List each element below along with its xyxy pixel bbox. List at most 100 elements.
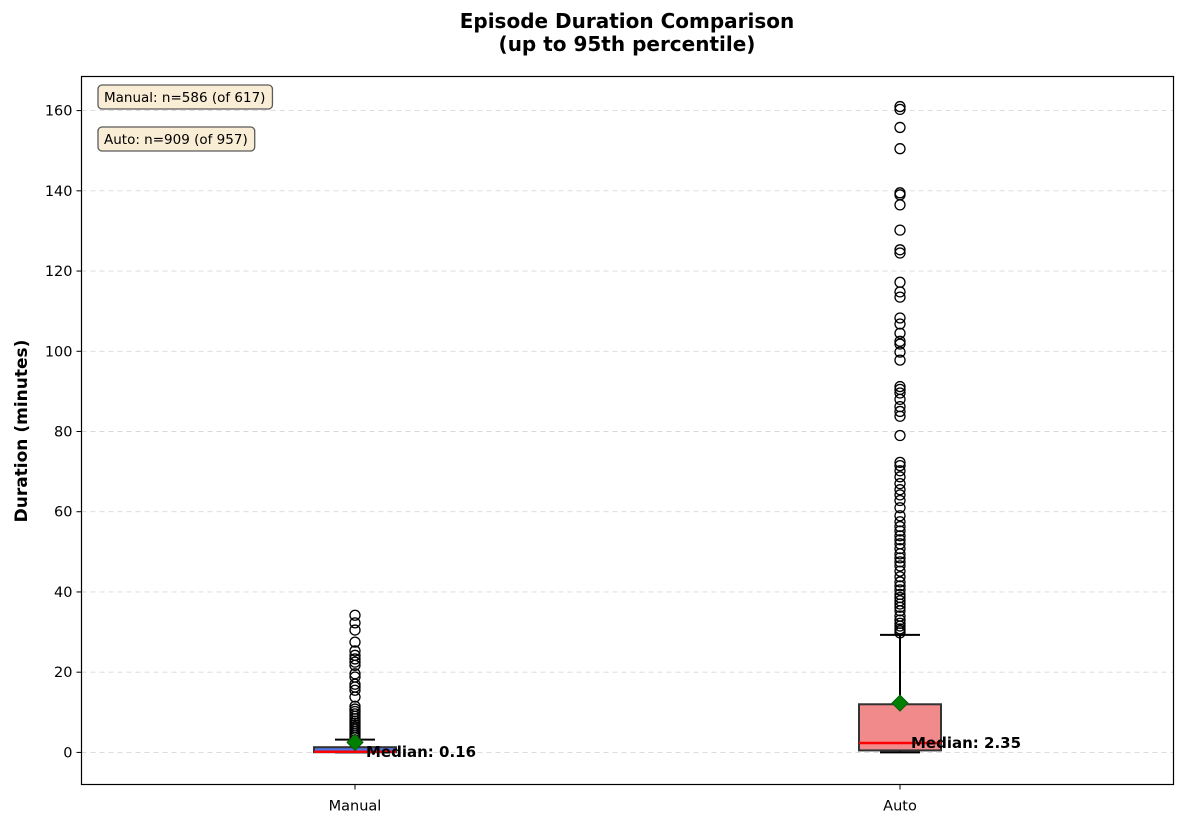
outlier-point (894, 571, 906, 583)
outlier-point (894, 556, 906, 568)
sample-size-annotations: Manual: n=586 (of 617) Auto: n=909 (of 95… (97, 84, 274, 152)
outlier-point (894, 354, 906, 366)
outlier-point (894, 380, 906, 393)
outlier-point (894, 187, 906, 199)
outlier-point (894, 338, 906, 350)
y-tick-label: 40 (54, 585, 72, 601)
median-label: Median: 2.35 (911, 734, 1021, 752)
outlier-point (894, 520, 906, 533)
outlier-point (894, 465, 906, 477)
outlier-point (894, 530, 906, 542)
outlier-point (894, 525, 906, 537)
boxes: Median: 0.16 Median: 2.35 (313, 100, 1021, 761)
mean-marker (346, 733, 364, 752)
outlier-point (894, 276, 906, 288)
y-tick-label: 100 (45, 344, 73, 360)
outlier-point (894, 542, 906, 555)
outlier-point (894, 623, 906, 635)
outlier-point (894, 534, 906, 546)
outlier-point (894, 494, 906, 507)
y-tick-label: 60 (54, 505, 72, 521)
chart-subtitle: (up to 95th percentile) (499, 32, 756, 56)
outlier-point (894, 247, 906, 259)
annotation-box: Auto: n=909 (of 957) (97, 126, 256, 152)
outlier-point (894, 552, 906, 564)
plot-frame (80, 75, 1175, 786)
y-tick-label: 120 (45, 264, 73, 280)
outlier-point (894, 617, 906, 629)
x-tick-label: Auto (883, 799, 917, 815)
box-group-auto: Median: 2.35 (858, 100, 1021, 754)
outlier-point (349, 703, 361, 715)
outlier-point (894, 595, 906, 607)
gridlines (81, 110, 1174, 753)
outlier-point (894, 405, 906, 418)
y-axis-label: Duration (minutes) (12, 340, 32, 523)
outlier-point (894, 383, 906, 396)
outlier-point (894, 387, 906, 399)
outlier-point (894, 478, 906, 490)
outlier-point (349, 668, 361, 680)
y-tick-label: 80 (54, 425, 72, 441)
outlier-point (349, 684, 361, 696)
annotation-frame (97, 126, 256, 152)
outlier-point (894, 312, 906, 324)
annotation-box: Manual: n=586 (of 617) (97, 84, 274, 110)
outlier-point (894, 103, 906, 116)
outlier-point (894, 459, 906, 472)
mean-marker (891, 694, 909, 712)
outlier-point (894, 346, 906, 358)
outlier-point (894, 560, 906, 572)
outlier-point (894, 291, 906, 303)
outlier-point (349, 624, 361, 636)
outlier-point (894, 224, 906, 236)
outlier-point (894, 591, 906, 604)
outlier-point (349, 645, 361, 657)
outlier-point (894, 100, 906, 113)
annotation-text: Auto: n=909 (of 957) (104, 132, 248, 148)
outlier-point (894, 584, 906, 596)
outlier-point (349, 649, 361, 661)
outlier-point (894, 484, 906, 496)
outlier-point (894, 538, 906, 550)
outlier-point (894, 580, 906, 592)
outlier-point (894, 121, 906, 134)
outlier-point (894, 610, 906, 622)
box-group-manual: Median: 0.16 (313, 609, 476, 761)
y-tick-label: 160 (45, 104, 73, 120)
outlier-point (894, 502, 906, 514)
annotation-frame (97, 84, 274, 110)
outlier-point (894, 244, 906, 256)
outlier-point (894, 400, 906, 413)
y-tick-label: 20 (54, 665, 72, 681)
outlier-point (894, 199, 906, 211)
outlier-point (894, 456, 906, 469)
outlier-point (894, 510, 906, 522)
outlier-point (894, 471, 906, 483)
axis-ticks: 0 20 40 60 80 100 120 140 160 Manual Auto (45, 104, 917, 815)
outlier-point (349, 700, 361, 712)
outlier-point (894, 335, 906, 347)
outlier-point (349, 636, 361, 648)
chart-title: Episode Duration Comparison (460, 9, 795, 33)
outlier-point (894, 576, 906, 588)
outlier-point (894, 318, 906, 330)
outlier-point (349, 656, 361, 668)
outlier-point (894, 588, 906, 601)
outlier-point (894, 614, 906, 626)
outlier-point (349, 653, 361, 665)
outlier-point (349, 617, 361, 629)
y-tick-label: 0 (63, 745, 72, 761)
annotation-text: Manual: n=586 (of 617) (104, 90, 265, 106)
median-label: Median: 0.16 (366, 743, 476, 761)
outlier-point (894, 565, 906, 577)
outlier-point (894, 327, 906, 339)
outlier-point (349, 609, 361, 621)
x-tick-label: Manual (329, 799, 382, 815)
outlier-point (894, 429, 906, 442)
outlier-point (894, 143, 906, 155)
outlier-point (894, 516, 906, 528)
outlier-point (349, 671, 361, 683)
outlier-point (894, 489, 906, 501)
